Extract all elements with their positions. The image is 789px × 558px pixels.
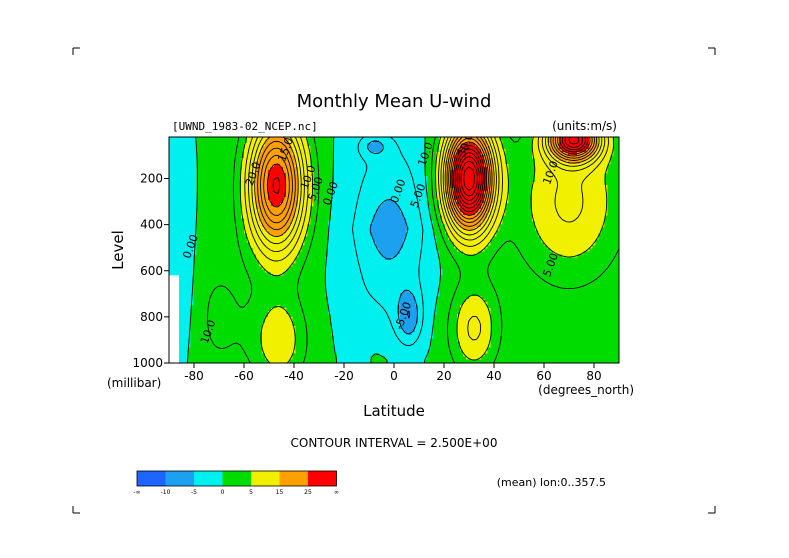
colorbar-label: 0 [221,489,225,496]
contour-line [458,137,580,202]
x-tick-label: 60 [536,369,551,383]
y-tick-label: 800 [140,310,163,324]
y-tick-label: 600 [140,264,163,278]
x-units-label: (degrees_north) [538,383,634,397]
contour-line [260,137,595,224]
y-tick-label: 200 [140,172,163,186]
colorbar-label: 5 [249,489,253,496]
x-tick-label: -80 [184,369,204,383]
colorbar-swatch [194,471,223,486]
contour-interval-text: CONTOUR INTERVAL = 2.500E+00 [291,436,498,450]
colorbar-swatch [279,471,308,486]
colorbar-label: -∞ [133,489,140,496]
contour-line [254,137,600,237]
crop-marks [72,47,716,514]
x-axis-label: Latitude [363,402,425,420]
y-axis: 200 400 600 800 1000 [132,172,169,370]
contour-line [266,137,591,216]
contour-line [244,137,609,341]
contour-line [407,310,411,319]
colorbar-swatch [165,471,194,486]
colorbar: -∞ -10 -5 0 5 15 25 ∞ [133,470,339,496]
contour-line [251,137,603,245]
y-tick-label: 400 [140,218,163,232]
colorbar-label: 25 [304,489,312,496]
contour-line [352,137,424,347]
colorbar-label: 15 [276,489,284,496]
x-tick-label: -40 [284,369,304,383]
chart-title: Monthly Mean U-wind [297,91,492,112]
contour-line [272,137,589,213]
contour-line [263,137,593,220]
contour-line [456,137,584,206]
x-tick-label: -20 [334,369,354,383]
colorbar-swatch [222,471,251,486]
x-tick-label: 40 [486,369,501,383]
colorbar-swatch [137,471,166,486]
colorbar-label: ∞ [334,489,339,496]
x-tick-label: 80 [586,369,601,383]
x-tick-label: 0 [390,369,398,383]
dataset-label: [UWND_1983-02_NCEP.nc] [172,120,318,133]
y-units-label: (millibar) [107,376,161,390]
colorbar-label: -5 [191,489,197,496]
contour-line [367,140,418,335]
x-tick-label: 20 [436,369,451,383]
plot-area: 20.015.010.05.000.000.0010.00.00-5.005.0… [169,137,619,363]
y-axis-label: Level [109,230,127,270]
contour-line [248,137,606,253]
contour-line [186,137,442,363]
colorbar-swatch [251,471,280,486]
contour-line [463,166,475,191]
colorbar-label: -10 [161,489,171,496]
units-label: (units:m/s) [552,119,617,133]
mean-label: (mean) lon:0..357.5 [497,476,606,489]
x-axis: -80 -60 -40 -20 0 20 40 60 80 [184,363,602,383]
contour-line [207,137,619,363]
contour-line [257,137,598,231]
contour-line [460,160,478,197]
y-tick-label: 1000 [132,356,163,370]
contour-line [239,137,615,363]
contour-line [454,137,586,209]
x-tick-label: -60 [234,369,254,383]
colorbar-swatch [308,471,337,486]
